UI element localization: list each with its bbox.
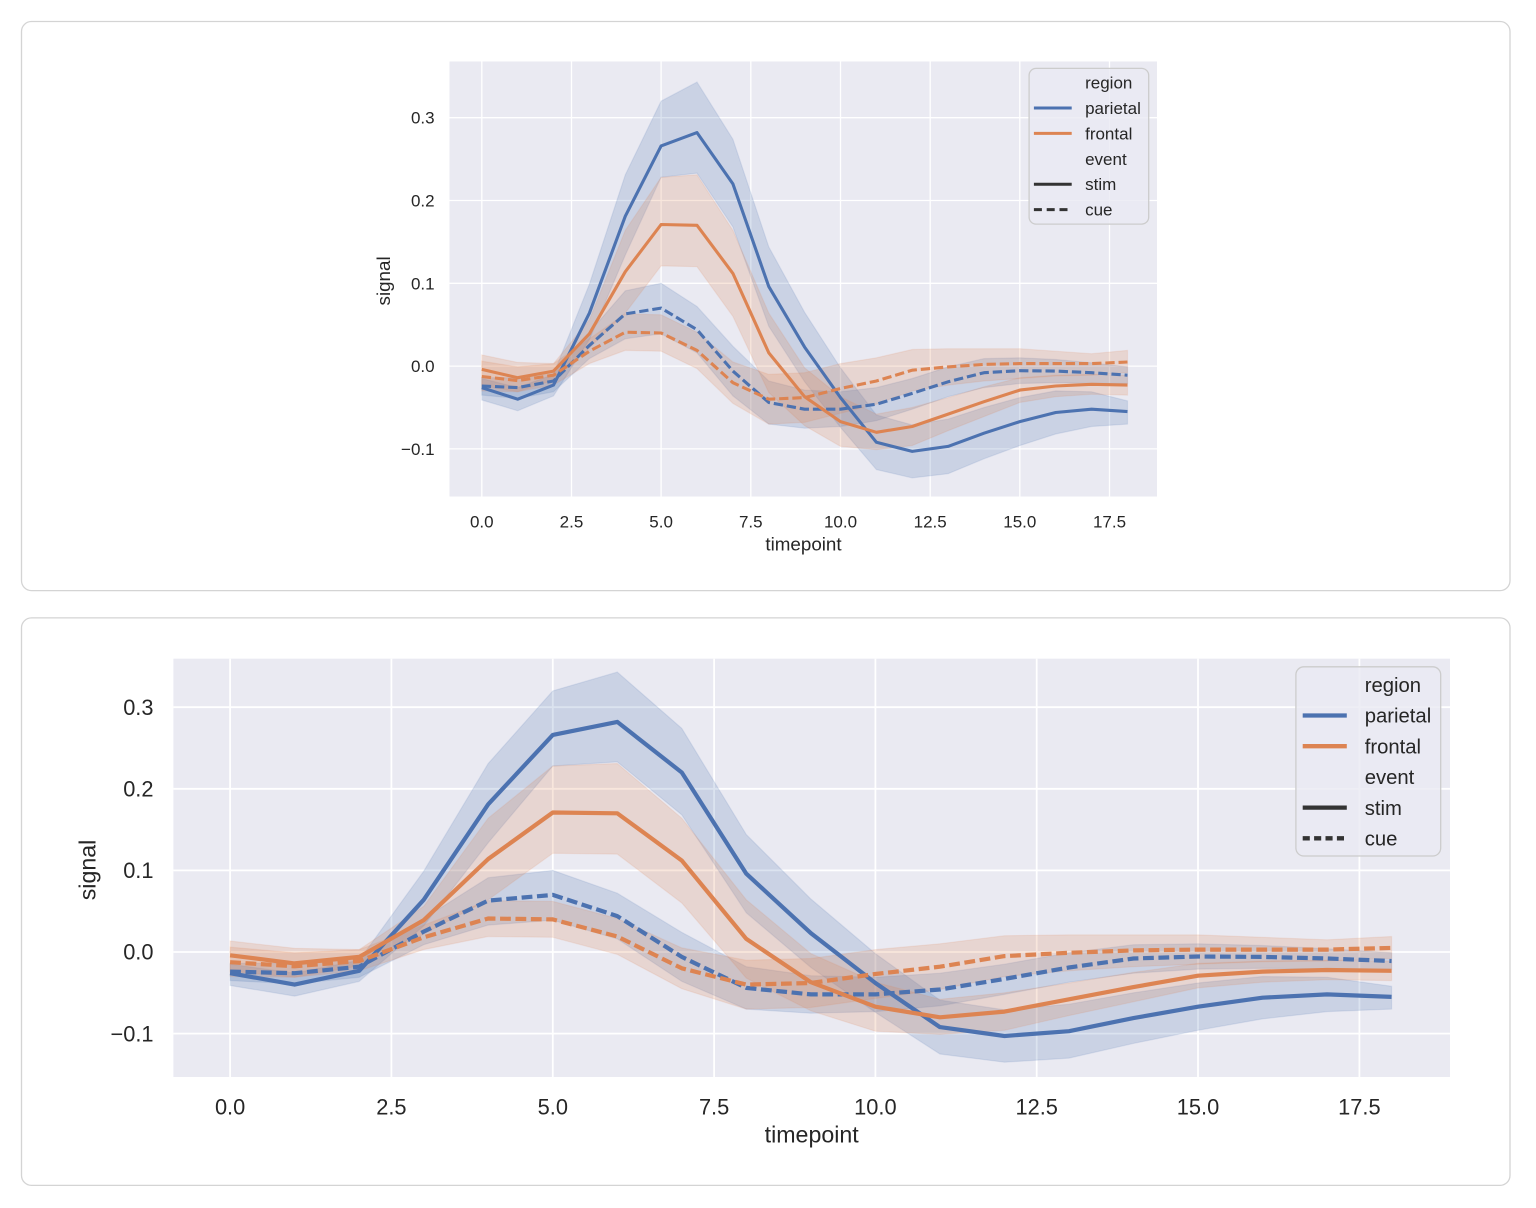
svg-text:parietal: parietal — [1365, 706, 1432, 728]
svg-text:frontal: frontal — [1085, 124, 1132, 143]
svg-text:10.0: 10.0 — [854, 1095, 896, 1120]
svg-text:cue: cue — [1085, 201, 1112, 220]
svg-text:7.5: 7.5 — [739, 513, 763, 532]
svg-text:parietal: parietal — [1085, 99, 1141, 118]
svg-text:5.0: 5.0 — [538, 1095, 568, 1120]
svg-text:12.5: 12.5 — [914, 513, 947, 532]
svg-text:0.3: 0.3 — [123, 695, 153, 720]
svg-text:5.0: 5.0 — [649, 513, 673, 532]
svg-text:15.0: 15.0 — [1003, 513, 1036, 532]
svg-text:10.0: 10.0 — [824, 513, 857, 532]
svg-text:12.5: 12.5 — [1015, 1095, 1057, 1120]
svg-text:0.2: 0.2 — [411, 192, 435, 211]
svg-text:event: event — [1085, 150, 1127, 169]
svg-text:0.1: 0.1 — [123, 858, 153, 883]
svg-text:17.5: 17.5 — [1338, 1095, 1380, 1120]
svg-text:0.0: 0.0 — [215, 1095, 245, 1120]
svg-text:stim: stim — [1365, 798, 1402, 820]
svg-text:−0.1: −0.1 — [401, 440, 435, 459]
svg-text:timepoint: timepoint — [765, 1122, 860, 1148]
svg-text:region: region — [1365, 675, 1421, 697]
svg-text:7.5: 7.5 — [699, 1095, 729, 1120]
svg-text:−0.1: −0.1 — [110, 1021, 153, 1046]
svg-text:timepoint: timepoint — [765, 534, 842, 555]
svg-text:event: event — [1365, 767, 1415, 789]
svg-text:region: region — [1085, 74, 1132, 93]
svg-text:17.5: 17.5 — [1093, 513, 1126, 532]
svg-text:signal: signal — [373, 256, 394, 305]
svg-text:signal: signal — [75, 840, 101, 901]
svg-text:2.5: 2.5 — [560, 513, 584, 532]
svg-text:2.5: 2.5 — [376, 1095, 406, 1120]
svg-text:0.0: 0.0 — [123, 940, 153, 965]
svg-text:0.0: 0.0 — [411, 357, 435, 376]
svg-text:stim: stim — [1085, 175, 1116, 194]
svg-text:0.3: 0.3 — [411, 109, 435, 128]
svg-text:15.0: 15.0 — [1177, 1095, 1219, 1120]
svg-text:0.1: 0.1 — [411, 274, 435, 293]
svg-text:frontal: frontal — [1365, 736, 1421, 758]
svg-text:0.2: 0.2 — [123, 777, 153, 802]
svg-text:cue: cue — [1365, 829, 1398, 851]
svg-text:0.0: 0.0 — [470, 513, 494, 532]
